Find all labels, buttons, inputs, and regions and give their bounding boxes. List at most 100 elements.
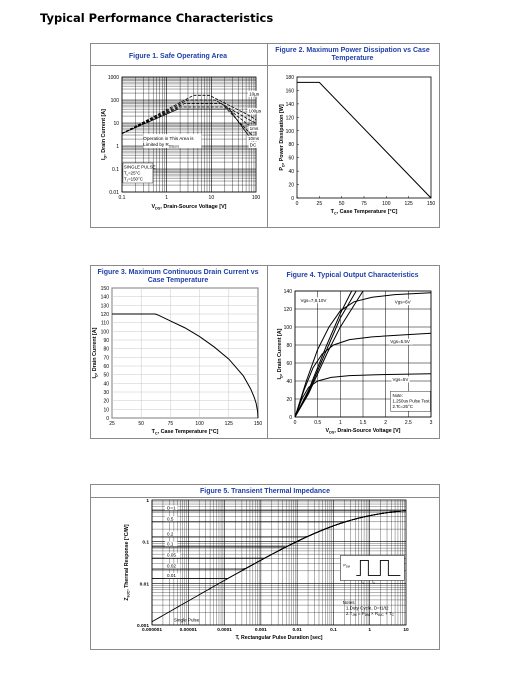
x-axis-label: VDS, Drain-Source Voltage [V] <box>326 428 401 434</box>
x-tick-label: 0.001 <box>255 627 267 633</box>
y-tick-label: 180 <box>286 75 295 81</box>
label-bg <box>165 505 178 511</box>
series-line <box>294 290 364 418</box>
y-tick-label: 120 <box>284 307 293 313</box>
x-tick-label: 25 <box>317 201 323 207</box>
series-line <box>294 290 353 418</box>
y-tick-label: 20 <box>286 397 292 403</box>
y-tick-label: 160 <box>286 88 295 94</box>
pdm-label: PDM <box>343 563 350 568</box>
page-heading: Typical Performance Characteristics <box>40 11 274 25</box>
soa-limit-note-2: Limited by RDS(on) <box>143 142 179 148</box>
soa-curve-label: 10ms <box>248 136 260 141</box>
y-tick-label: 80 <box>288 142 294 148</box>
soa-limit-note: Operation in This Area is <box>143 136 194 141</box>
series-line <box>294 290 357 418</box>
pulse-diagram-box <box>340 555 405 581</box>
series-line <box>294 332 432 418</box>
y-tick-label: 80 <box>103 347 109 353</box>
thermal-curve-label: 0.05 <box>167 553 176 558</box>
label-bg <box>391 376 410 383</box>
figure-3-title-line2: Case Temperature <box>147 277 209 284</box>
curve-label: Vgs=5V <box>392 377 408 382</box>
label-bg <box>246 135 262 142</box>
figure-5-title: Figure 5. Transient Thermal Impedance <box>200 488 330 495</box>
label-bg <box>248 125 261 132</box>
y-tick-label: 20 <box>288 183 294 189</box>
curve-label: Vgs=6V <box>395 300 411 305</box>
y-tick-label: 40 <box>286 379 292 385</box>
series-line <box>294 373 432 418</box>
label-bg <box>247 108 266 115</box>
x-tick-label: 0 <box>296 201 299 207</box>
y-tick-label: 40 <box>288 169 294 175</box>
figure-2-title-line2: Temperature <box>331 55 374 62</box>
label-bg <box>165 516 178 522</box>
x-tick-label: 0 <box>294 420 297 426</box>
label-bg <box>165 573 181 579</box>
y-tick-label: 0.1 <box>112 167 119 173</box>
fig4-plot: 0 0.5 1 1.5 2 2.5 3 0 20 40 60 80 100 120 140 VDS, Drai… <box>277 289 433 434</box>
x-tick-label: 0.5 <box>314 420 321 426</box>
x-tick-label: 0.000001 <box>142 627 162 633</box>
y-axis-label: ID, Drain Current [A] <box>101 109 107 160</box>
x-tick-label: 75 <box>168 421 174 427</box>
note-box <box>390 391 431 412</box>
thermal-curve-label: 0.2 <box>167 531 174 536</box>
y-tick-label: 100 <box>111 98 120 104</box>
x-tick-label: 0.1 <box>119 195 126 201</box>
figure-3-title-line1: Figure 3. Maximum Continuous Drain Curre… <box>97 269 259 276</box>
y-tick-label: 150 <box>101 286 110 292</box>
figure-5-plot: 0.000001 0.00001 0.0001 0.001 0.01 0.1 1 10 0.00… <box>124 498 409 641</box>
y-tick-label: 40 <box>103 381 109 387</box>
thermal-curve-label: D=1 <box>167 505 176 510</box>
figure-4-title: Figure 4. Typical Output Characteristics <box>286 272 419 279</box>
x-tick-label: 1 <box>339 420 342 426</box>
figure-1-title: Figure 1. Safe Operating Area <box>128 53 228 60</box>
figure-1-plot: 0.1 1 10 1000.010.1110100100010µs100µs1ms10… <box>101 75 266 210</box>
x-tick-label: 2 <box>384 420 387 426</box>
x-tick-label: 0.1 <box>330 627 337 633</box>
y-tick-label: 0.01 <box>140 581 150 587</box>
y-tick-label: 10 <box>113 121 119 127</box>
x-tick-label: 10 <box>403 627 409 633</box>
plot-frame <box>111 287 259 419</box>
fig3-plot: 25 50 75 100 125 150 0 10 20 30 40 50 60 70 80 90 100 110… <box>92 286 262 435</box>
soa-series-line <box>121 99 257 134</box>
y-tick-label: 1 <box>116 144 119 150</box>
y-tick-label: 140 <box>286 102 295 108</box>
t2-label: t2 <box>372 580 375 585</box>
x-tick-label: 1.5 <box>360 420 367 426</box>
thermal-curve-label: 0.01 <box>167 573 176 578</box>
y-tick-label: 100 <box>286 129 295 135</box>
soa-curve-label: DC <box>250 143 257 148</box>
y-tick-label: 120 <box>101 312 110 318</box>
thermal-curve-label: 0.1 <box>167 541 174 546</box>
y-tick-label: 0.1 <box>142 540 149 546</box>
y-axis-label: PD, Power Dissipation [W] <box>279 104 285 170</box>
label-bg <box>165 563 181 569</box>
y-axis-label: ID, Drain Current [A] <box>92 327 98 378</box>
y-tick-label: 140 <box>284 289 293 295</box>
x-tick-label: 2.5 <box>405 420 412 426</box>
series-line <box>112 313 259 419</box>
y-tick-label: 60 <box>288 156 294 162</box>
label-bg <box>165 531 178 537</box>
y-tick-label: 50 <box>103 373 109 379</box>
label-bg <box>165 541 178 547</box>
x-tick-label: 125 <box>404 201 413 207</box>
x-tick-label: 3 <box>430 420 433 426</box>
y-tick-label: 0 <box>291 196 294 202</box>
fig2-plot: 0 25 50 75 100 125 150 0 20 40 60 80 100 120 140 160 180… <box>279 75 435 215</box>
y-tick-label: 100 <box>284 325 293 331</box>
x-tick-label: 100 <box>195 421 204 427</box>
x-tick-label: 150 <box>254 421 263 427</box>
y-tick-label: 60 <box>286 361 292 367</box>
t1-label: t1 <box>361 580 364 585</box>
y-tick-label: 110 <box>101 321 109 327</box>
y-tick-label: 130 <box>101 303 110 309</box>
pulse-note-line: TJ=150°C <box>124 177 143 183</box>
x-tick-label: 150 <box>427 201 436 207</box>
series-line <box>297 81 432 199</box>
figure-2-title-line1: Figure 2. Maximum Power Dissipation vs C… <box>275 47 430 54</box>
